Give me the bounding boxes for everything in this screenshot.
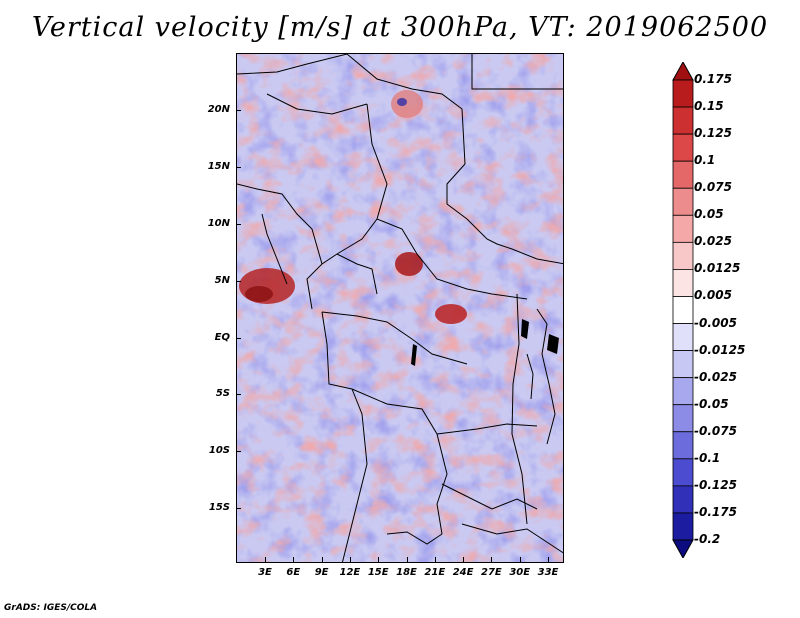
colorbar-segment (672, 187, 694, 216)
lon-tick-label: 27E (481, 567, 502, 578)
lon-tick (265, 557, 266, 562)
colorbar-tick-label: 0.175 (694, 72, 732, 86)
lat-tick (236, 281, 241, 282)
colorbar-segment (672, 133, 694, 162)
colorbar-tick-label: -0.0125 (694, 342, 746, 357)
lat-tick-label: 5N (214, 275, 230, 286)
colorbar-tick-label: -0.005 (694, 315, 737, 330)
lon-tick-label: 18E (396, 567, 417, 578)
lat-tick (236, 394, 241, 395)
lat-tick-label: 15N (207, 161, 230, 172)
lat-tick (236, 338, 241, 339)
country-borders (237, 54, 563, 562)
colorbar-tick-label: 0.075 (694, 180, 732, 195)
colorbar (672, 62, 694, 558)
updraft-cell (395, 252, 423, 276)
colorbar-segment (672, 79, 694, 108)
colorbar-segment (672, 296, 694, 324)
velocity-field (237, 54, 563, 562)
colorbar-segment (672, 404, 694, 433)
chart-title: Vertical velocity [m/s] at 300hPa, VT: 2… (31, 12, 769, 43)
colorbar-tick-label: -0.1 (694, 450, 721, 465)
colorbar-segment (672, 350, 694, 379)
lat-tick (236, 508, 241, 509)
lat-tick (236, 167, 241, 168)
colorbar-tick-label: -0.05 (694, 396, 729, 411)
map-plot-area (236, 53, 564, 563)
colorbar-segment (672, 377, 694, 406)
colorbar-segment (672, 241, 694, 270)
lat-tick (236, 224, 241, 225)
lon-tick-label: 33E (537, 567, 559, 578)
colorbar-tick-label: -0.175 (694, 504, 737, 519)
colorbar-segment (672, 269, 694, 297)
colorbar-tick-label: 0.1 (694, 153, 716, 168)
lat-tick-label: 5S (215, 388, 230, 399)
colorbar-segment (672, 106, 694, 135)
lat-tick-label: 20N (207, 104, 230, 115)
lon-tick (434, 557, 436, 562)
lat-tick-label: 15S (208, 502, 230, 513)
colorbar-segment (672, 485, 694, 514)
lon-tick (463, 557, 465, 562)
lon-tick-label: 30E (509, 567, 531, 578)
lat-tick-label: 10S (208, 445, 230, 456)
colorbar-segment (672, 214, 694, 243)
colorbar-tick-label: 0.0125 (694, 261, 741, 276)
lon-tick (491, 557, 493, 562)
colorbar-segment (672, 160, 694, 189)
colorbar-top-arrow (672, 62, 694, 81)
lat-tick (236, 451, 241, 452)
colorbar-tick-label: -0.025 (694, 369, 737, 384)
lon-tick-label: 15E (367, 567, 389, 578)
lat-tick-label: EQ (214, 332, 230, 343)
colorbar-tick-label: 0.125 (694, 126, 732, 141)
colorbar-tick-label: 0.005 (694, 288, 732, 303)
colorbar-tick-label: 0.025 (694, 234, 732, 249)
lon-tick-label: 21E (424, 567, 446, 578)
lon-tick (321, 557, 323, 562)
footer-credit: GrADS: IGES/COLA (4, 603, 98, 613)
lon-tick (406, 557, 408, 562)
colorbar-segment (672, 323, 694, 351)
lon-tick-label: 6E (286, 567, 301, 578)
lat-tick (236, 110, 241, 111)
lon-tick (519, 557, 521, 562)
colorbar-bottom-arrow (672, 539, 694, 558)
colorbar-tick-label: 0.15 (694, 99, 724, 114)
colorbar-tick-label: 0.05 (694, 207, 724, 222)
colorbar-tick-label: -0.125 (694, 477, 737, 492)
lat-tick-label: 10N (207, 218, 230, 229)
lon-tick (548, 557, 549, 562)
lon-tick-label: 3E (258, 567, 272, 578)
colorbar-segment (672, 458, 694, 487)
lon-tick (378, 557, 380, 562)
colorbar-segment (672, 512, 694, 541)
lon-tick-label: 12E (339, 567, 361, 578)
lon-tick-label: 9E (314, 567, 329, 578)
colorbar-segment (672, 431, 694, 460)
colorbar-tick-label: -0.075 (694, 423, 737, 438)
updraft-cell (435, 304, 467, 324)
colorbar-tick-label: -0.2 (694, 532, 721, 546)
lon-tick (349, 557, 351, 562)
lakes (411, 319, 559, 366)
lon-tick-label: 24E (452, 567, 474, 578)
lon-tick (293, 557, 295, 562)
